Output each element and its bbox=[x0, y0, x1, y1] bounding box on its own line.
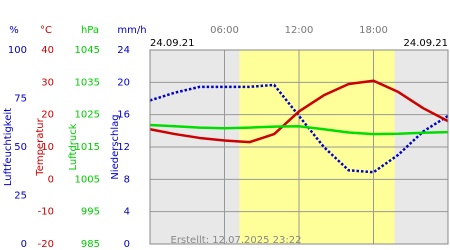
axis-unit: % bbox=[9, 25, 19, 36]
y-tick-label: 1035 bbox=[75, 77, 100, 88]
data-line bbox=[149, 79, 449, 144]
y-tick-label: 20 bbox=[41, 110, 54, 121]
axis-unit: mm/h bbox=[117, 25, 146, 36]
y-tick-label: 8 bbox=[124, 174, 130, 185]
y-tick-label: 1045 bbox=[75, 45, 100, 56]
y-tick-label: 30 bbox=[41, 77, 54, 88]
y-tick-label: 16 bbox=[117, 110, 130, 121]
y-tick-label: 0 bbox=[48, 174, 54, 185]
y-tick-label: 995 bbox=[81, 207, 100, 218]
y-tick-label: 24 bbox=[117, 45, 130, 56]
y-tick-label: 25 bbox=[14, 191, 27, 202]
y-tick-label: 1005 bbox=[75, 174, 100, 185]
y-tick-label: -10 bbox=[38, 207, 54, 218]
y-tick-label: 4 bbox=[124, 207, 130, 218]
y-tick-label: 1025 bbox=[75, 110, 100, 121]
y-tick-label: 20 bbox=[117, 77, 130, 88]
date-left: 24.09.21 bbox=[150, 38, 195, 49]
axis-title: Luftfeuchtigkeit bbox=[3, 108, 14, 186]
x-tick-label: 12:00 bbox=[285, 25, 314, 36]
y-tick-label: 50 bbox=[14, 142, 27, 153]
y-tick-label: 12 bbox=[117, 142, 130, 153]
data-line bbox=[149, 83, 449, 174]
y-tick-label: 0 bbox=[124, 239, 130, 250]
footer: Erstellt: 12.07.2025 23:22 bbox=[171, 235, 302, 246]
y-tick-label: 985 bbox=[81, 239, 100, 250]
axis-title: Niederschlag bbox=[110, 114, 121, 179]
y-tick-label: 10 bbox=[41, 142, 54, 153]
date-right: 24.09.21 bbox=[403, 38, 448, 49]
axis-unit: °C bbox=[40, 25, 52, 36]
axis-unit: hPa bbox=[81, 25, 99, 36]
y-tick-label: 0 bbox=[21, 239, 27, 250]
y-tick-label: -20 bbox=[38, 239, 54, 250]
plot-border bbox=[149, 49, 449, 245]
x-tick-label: 06:00 bbox=[210, 25, 239, 36]
y-tick-label: 100 bbox=[8, 45, 27, 56]
axis-title: Temperatur bbox=[35, 117, 46, 176]
x-tick-label: 18:00 bbox=[359, 25, 388, 36]
y-tick-label: 1015 bbox=[75, 142, 100, 153]
y-tick-label: 75 bbox=[14, 94, 27, 105]
data-line bbox=[149, 123, 449, 136]
axis-title: Luftdruck bbox=[68, 123, 79, 170]
y-tick-label: 40 bbox=[41, 45, 54, 56]
